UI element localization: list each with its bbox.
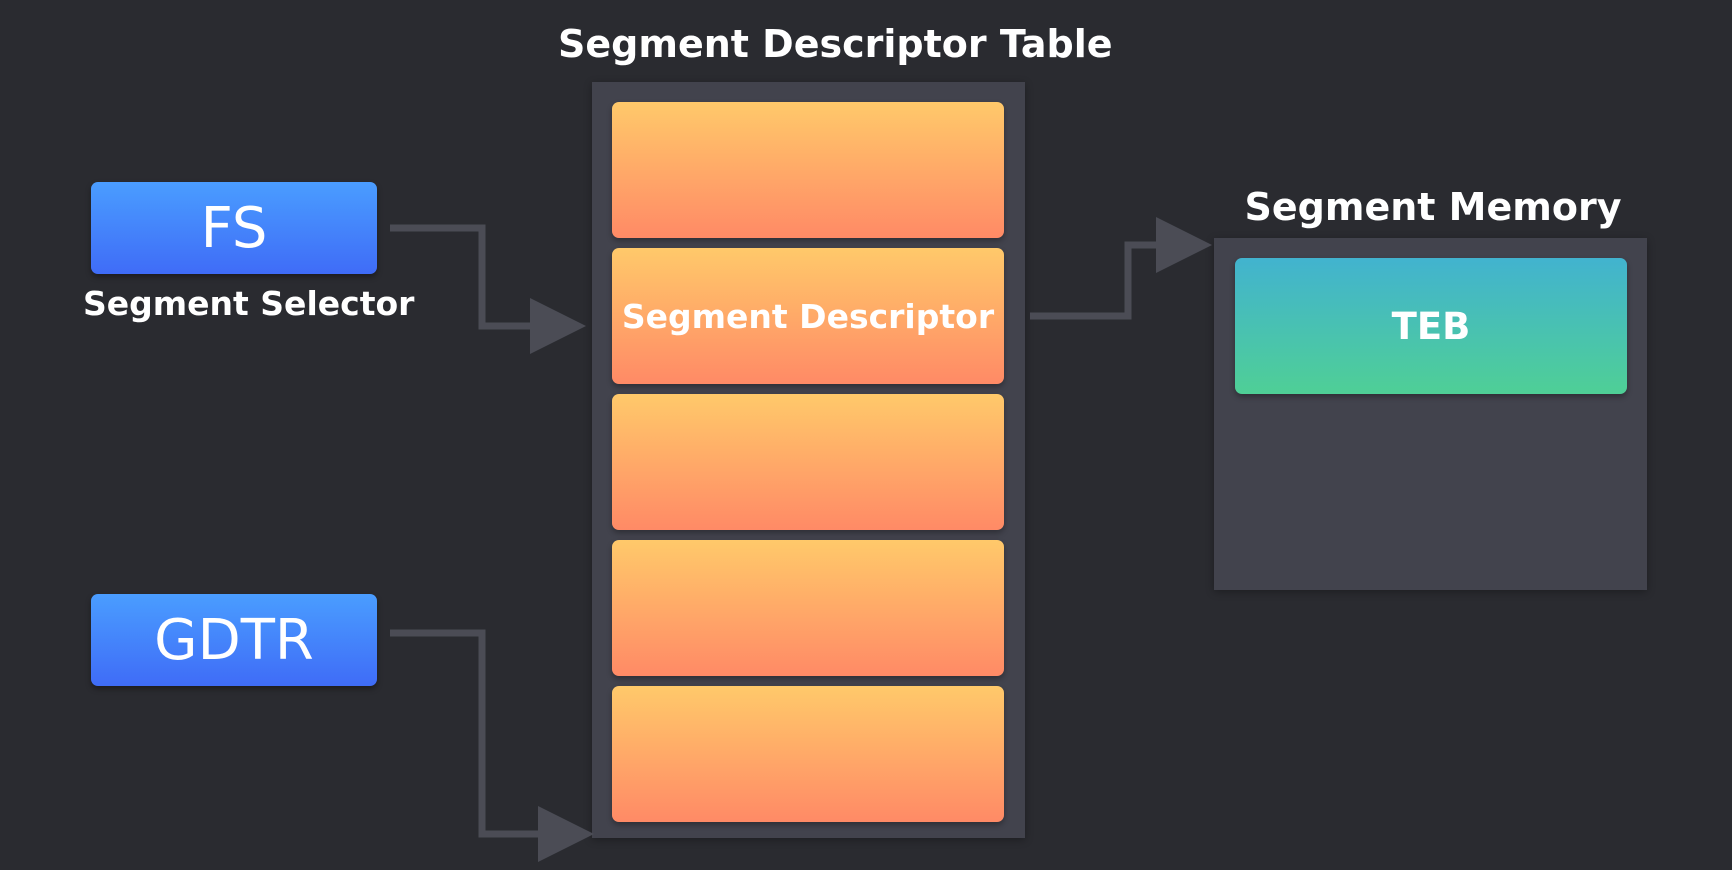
descriptor-slot-4 [612, 540, 1004, 676]
descriptor-slot-1 [612, 102, 1004, 238]
teb-block: TEB [1235, 258, 1627, 394]
fs-register-label: FS [200, 195, 268, 261]
teb-label: TEB [1391, 304, 1471, 348]
descriptor-table-title: Segment Descriptor Table [558, 22, 1113, 66]
fs-to-descriptor-arrow [390, 224, 586, 354]
descriptor-to-memory-arrow [1030, 217, 1212, 320]
segment-selector-caption: Segment Selector [83, 284, 415, 323]
descriptor-slot-2: Segment Descriptor [612, 248, 1004, 384]
descriptor-slot-3 [612, 394, 1004, 530]
segment-memory-title: Segment Memory [1244, 185, 1622, 229]
gdtr-to-table-arrow [390, 629, 594, 862]
descriptor-slot-5 [612, 686, 1004, 822]
fs-register-box: FS [91, 182, 377, 274]
gdtr-register-label: GDTR [154, 607, 314, 673]
gdtr-register-box: GDTR [91, 594, 377, 686]
